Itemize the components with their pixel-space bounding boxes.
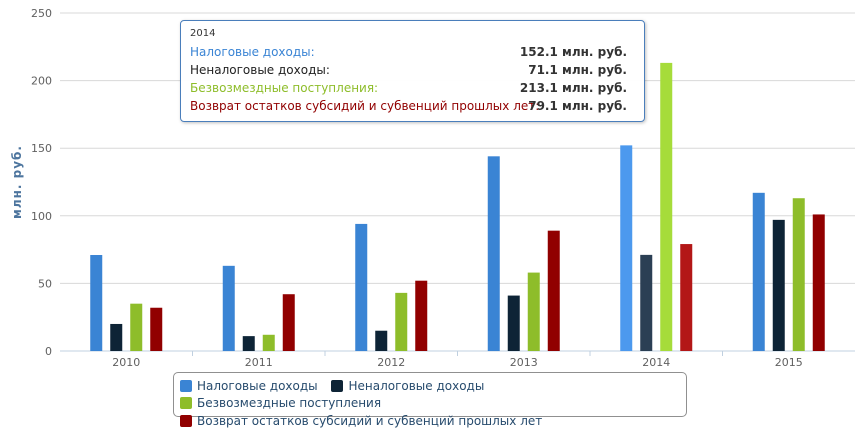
legend-swatch <box>180 414 192 427</box>
bar <box>507 295 520 351</box>
tooltip-label: Налоговые доходы: <box>190 45 315 59</box>
legend-label: Неналоговые доходы <box>348 378 485 393</box>
bar <box>660 62 673 352</box>
bar <box>680 244 693 351</box>
legend-item-subsidy-returns[interactable]: Возврат остатков субсидий и субвенций пр… <box>180 412 542 429</box>
bar <box>620 145 633 351</box>
x-tick-label: 2014 <box>642 356 670 369</box>
y-tick-label: 0 <box>45 345 52 358</box>
x-tick-label: 2011 <box>245 356 273 369</box>
y-tick-label: 100 <box>31 210 52 223</box>
legend-label: Безвозмездные поступления <box>197 396 382 410</box>
bar <box>222 265 235 351</box>
bar <box>415 280 428 351</box>
bar <box>90 255 103 351</box>
bar <box>130 303 143 351</box>
tooltip-value: 213.1 млн. руб. <box>519 81 627 95</box>
x-tick-label: 2015 <box>775 356 803 369</box>
legend-swatch <box>180 379 192 392</box>
bar <box>282 294 295 351</box>
y-tick-label: 150 <box>31 142 52 155</box>
x-tick-label: 2010 <box>112 356 140 369</box>
legend-swatch <box>331 379 344 392</box>
tooltip-row: Безвозмездные поступления: 213.1 млн. ру… <box>190 79 635 97</box>
tooltip-value: 79.1 млн. руб. <box>528 99 627 113</box>
bar <box>772 219 785 351</box>
legend-item-gratuitous-receipts[interactable]: Безвозмездные поступления <box>180 395 381 412</box>
bar <box>355 223 368 351</box>
bar <box>150 307 163 351</box>
bar <box>487 156 500 351</box>
bar <box>110 323 123 351</box>
bar <box>527 272 540 351</box>
bar <box>640 254 653 351</box>
bar <box>395 292 408 351</box>
legend-swatch <box>180 397 192 409</box>
y-tick-label: 250 <box>31 7 52 20</box>
tooltip-label: Возврат остатков субсидий и субвенций пр… <box>190 99 540 113</box>
bar <box>547 230 560 351</box>
legend-item-tax-income[interactable]: Налоговые доходы <box>180 377 318 394</box>
bar <box>812 214 825 351</box>
x-tick-label: 2012 <box>377 356 405 369</box>
legend-label: Налоговые доходы <box>197 378 318 393</box>
tooltip-value: 71.1 млн. руб. <box>528 63 627 77</box>
bar <box>375 330 388 351</box>
tooltip-title: 2014 <box>190 28 216 39</box>
tooltip-row: Возврат остатков субсидий и субвенций пр… <box>190 97 635 115</box>
bar <box>242 336 255 351</box>
chart-legend: Налоговые доходы Неналоговые доходы Безв… <box>173 372 687 428</box>
tooltip: 2014 Налоговые доходы: 152.1 млн. руб. Н… <box>180 20 645 122</box>
x-tick-label: 2013 <box>510 356 538 369</box>
tooltip-label: Неналоговые доходы: <box>190 63 330 77</box>
bar <box>262 334 275 351</box>
legend-item-non-tax-income[interactable]: Неналоговые доходы <box>331 377 484 394</box>
tooltip-row: Неналоговые доходы: 71.1 млн. руб. <box>190 61 635 79</box>
tooltip-row: Налоговые доходы: 152.1 млн. руб. <box>190 43 635 61</box>
y-tick-label: 200 <box>31 75 52 88</box>
y-tick-label: 50 <box>38 277 52 290</box>
bar <box>792 198 805 351</box>
tooltip-label: Безвозмездные поступления: <box>190 81 379 95</box>
legend-label: Возврат остатков субсидий и субвенций пр… <box>197 413 543 428</box>
bar <box>752 192 765 351</box>
y-axis-title: млн. руб. <box>10 145 24 219</box>
tooltip-value: 152.1 млн. руб. <box>519 45 627 59</box>
